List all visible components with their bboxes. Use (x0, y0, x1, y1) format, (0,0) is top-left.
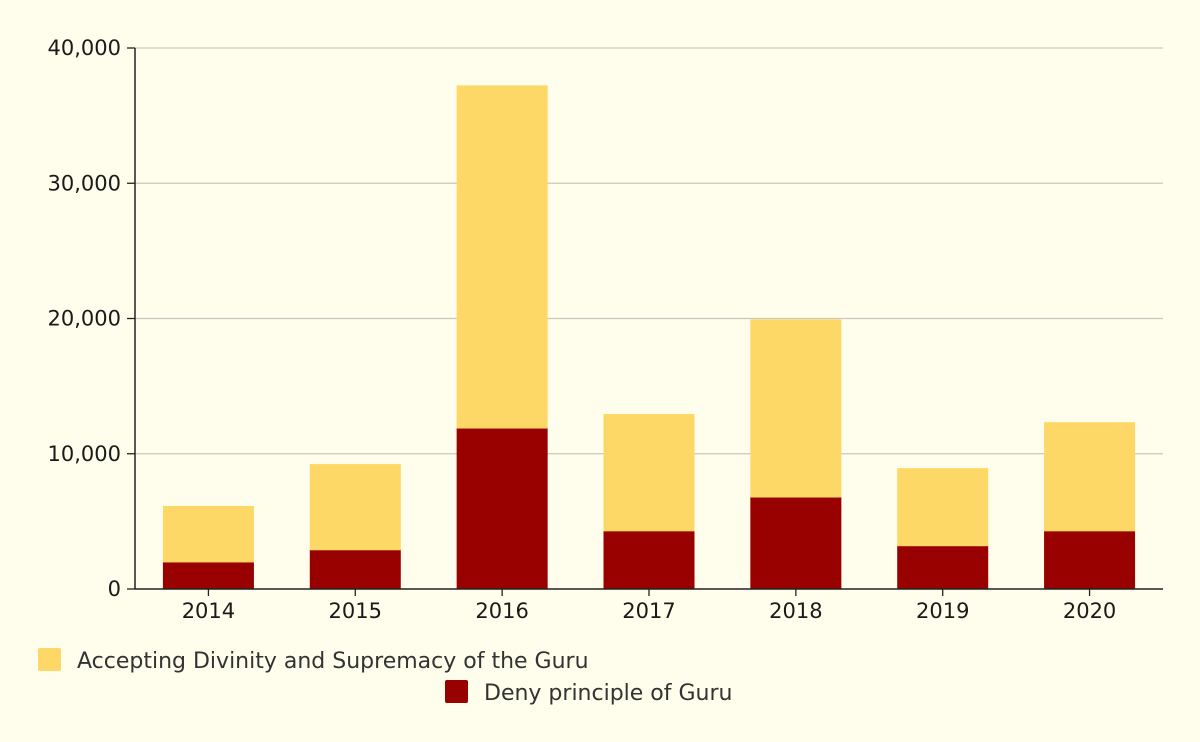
y-tick-label: 0 (108, 577, 121, 601)
x-tick-label: 2018 (769, 599, 822, 623)
bar-2016-series-0 (456, 427, 548, 590)
y-tick-label: 20,000 (48, 307, 121, 331)
x-tick-label: 2014 (182, 599, 235, 623)
x-tick-label: 2015 (329, 599, 382, 623)
bar-2019-series-0 (897, 545, 989, 590)
bar-2017-series-1 (603, 414, 695, 532)
bar-2015-series-0 (309, 549, 401, 590)
legend-swatch (445, 680, 468, 703)
legend-swatch (38, 648, 61, 671)
bar-2014-series-0 (162, 561, 254, 590)
bar-2020-series-0 (1044, 530, 1136, 590)
bar-2017-series-0 (603, 530, 695, 590)
y-axis-tick-labels: 0 10,000 20,000 30,000 40,000 (48, 36, 121, 601)
bar-2018-series-1 (750, 319, 842, 498)
x-axis-tick-labels: 2014 2015 2016 2017 2018 2019 2020 (182, 599, 1117, 623)
x-tick-label: 2017 (622, 599, 675, 623)
bar-2016-series-1 (456, 85, 548, 429)
bar-2019-series-1 (897, 468, 989, 547)
legend: Accepting Divinity and Supremacy of the … (38, 648, 733, 706)
bars (162, 85, 1136, 590)
x-tick-label: 2019 (916, 599, 969, 623)
bar-2020-series-1 (1044, 422, 1136, 532)
y-tick-label: 30,000 (48, 171, 121, 195)
bar-2015-series-1 (309, 464, 401, 551)
bar-2014-series-1 (162, 505, 254, 563)
axes (127, 47, 1163, 596)
legend-label: Accepting Divinity and Supremacy of the … (77, 649, 589, 674)
y-tick-label: 10,000 (48, 442, 121, 466)
x-tick-label: 2020 (1063, 599, 1116, 623)
x-tick-label: 2016 (475, 599, 528, 623)
bar-2018-series-0 (750, 496, 842, 590)
y-tick-label: 40,000 (48, 36, 121, 60)
legend-label: Deny principle of Guru (484, 681, 733, 706)
